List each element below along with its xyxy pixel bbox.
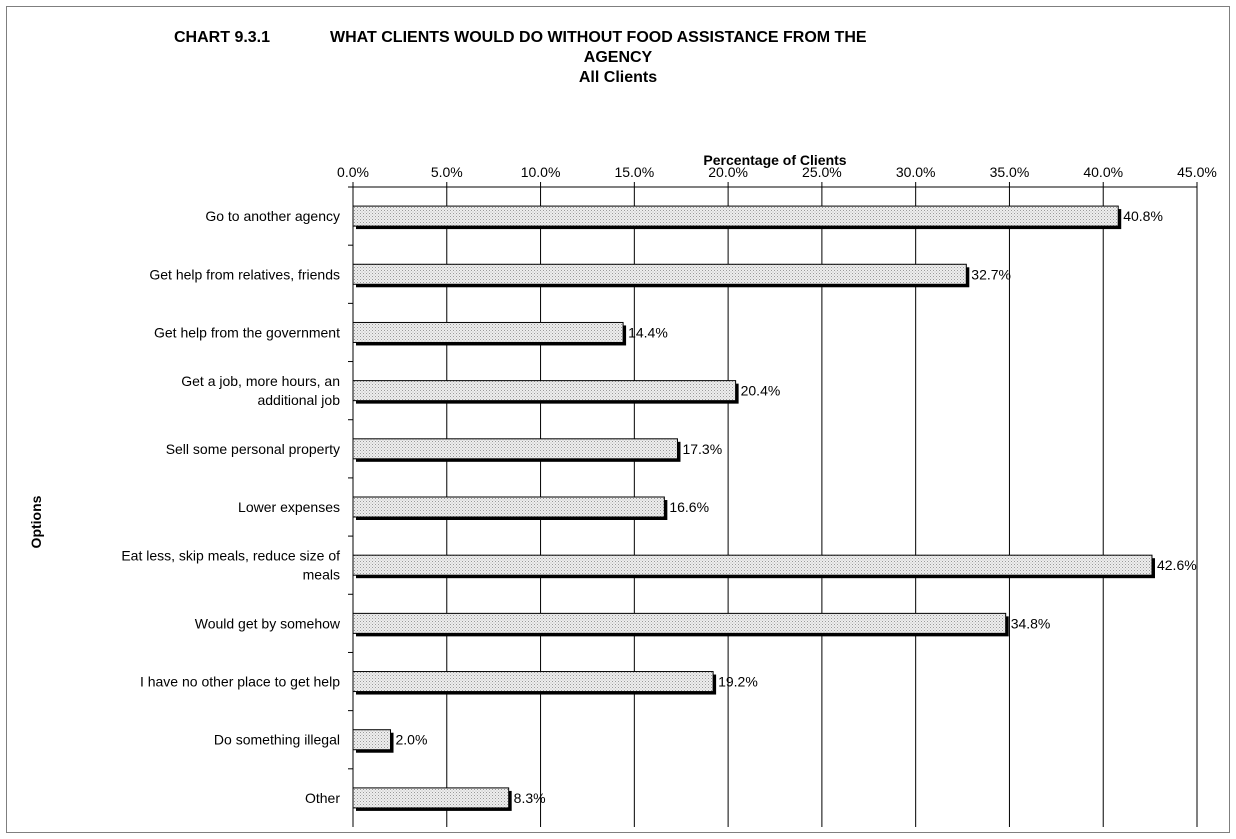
x-tick-label: 5.0%: [431, 164, 463, 180]
x-tick-label: 15.0%: [614, 164, 654, 180]
category-label: additional job: [257, 392, 340, 408]
data-label: 14.4%: [628, 324, 668, 340]
category-label: Lower expenses: [238, 499, 340, 515]
y-axis-title: Options: [28, 495, 44, 548]
bar: [352, 554, 1153, 576]
category-label: Would get by somehow: [195, 615, 341, 631]
x-tick-label: 10.0%: [521, 164, 561, 180]
data-label: 42.6%: [1157, 557, 1197, 573]
chart-subtitle: All Clients: [578, 69, 658, 86]
category-label: meals: [303, 567, 340, 583]
chart-frame: [6, 6, 1230, 833]
data-label: 40.8%: [1123, 208, 1163, 224]
data-label: 19.2%: [718, 674, 758, 690]
data-label: 17.3%: [682, 441, 722, 457]
category-label: Other: [305, 790, 340, 806]
x-tick-label: 25.0%: [802, 164, 842, 180]
category-label: Get a job, more hours, an: [181, 373, 340, 389]
x-axis-ticks: 0.0% 5.0% 10.0% 15.0% 20.0% 25.0% 30.0% 35.0% 40…: [337, 164, 1217, 827]
x-tick-label: 45.0%: [1177, 164, 1217, 180]
category-labels: Go to another agency Get help from relati…: [121, 208, 341, 806]
data-label: 32.7%: [971, 266, 1011, 282]
data-label: 2.0%: [396, 732, 428, 748]
bar: [352, 729, 392, 751]
category-label: Do something illegal: [214, 732, 340, 748]
x-tick-label: 20.0%: [708, 164, 748, 180]
x-tick-label: 40.0%: [1083, 164, 1123, 180]
chart-title-line-1: WHAT CLIENTS WOULD DO WITHOUT FOOD ASSIS…: [330, 29, 867, 46]
bar: [352, 438, 678, 460]
chart-title-line-2: AGENCY: [583, 49, 653, 66]
chart-title-number: CHART 9.3.1: [174, 29, 271, 46]
x-axis-title: Percentage of Clients: [703, 152, 846, 168]
data-labels: 40.8% 32.7% 14.4% 20.4% 17.3% 16.6% 42.6% 34.8%…: [396, 208, 1197, 806]
data-label: 16.6%: [669, 499, 709, 515]
category-label: Go to another agency: [205, 208, 340, 224]
bar: [352, 263, 967, 285]
category-label: Get help from the government: [154, 324, 340, 340]
bar: [352, 671, 714, 693]
category-label: Sell some personal property: [166, 441, 340, 457]
bar: [352, 380, 737, 402]
x-tick-label: 0.0%: [337, 164, 369, 180]
bars: [352, 205, 1155, 811]
data-label: 8.3%: [514, 790, 546, 806]
category-label: I have no other place to get help: [140, 674, 340, 690]
data-label: 34.8%: [1011, 615, 1051, 631]
bar: [352, 205, 1119, 227]
x-tick-label: 30.0%: [896, 164, 936, 180]
category-label: Get help from relatives, friends: [149, 266, 340, 282]
x-tick-label: 35.0%: [990, 164, 1030, 180]
bar: [352, 496, 665, 518]
data-label: 20.4%: [741, 383, 781, 399]
bar: [352, 612, 1007, 634]
bar: [352, 787, 510, 809]
category-label: Eat less, skip meals, reduce size of: [121, 548, 340, 564]
bar: [352, 321, 624, 343]
